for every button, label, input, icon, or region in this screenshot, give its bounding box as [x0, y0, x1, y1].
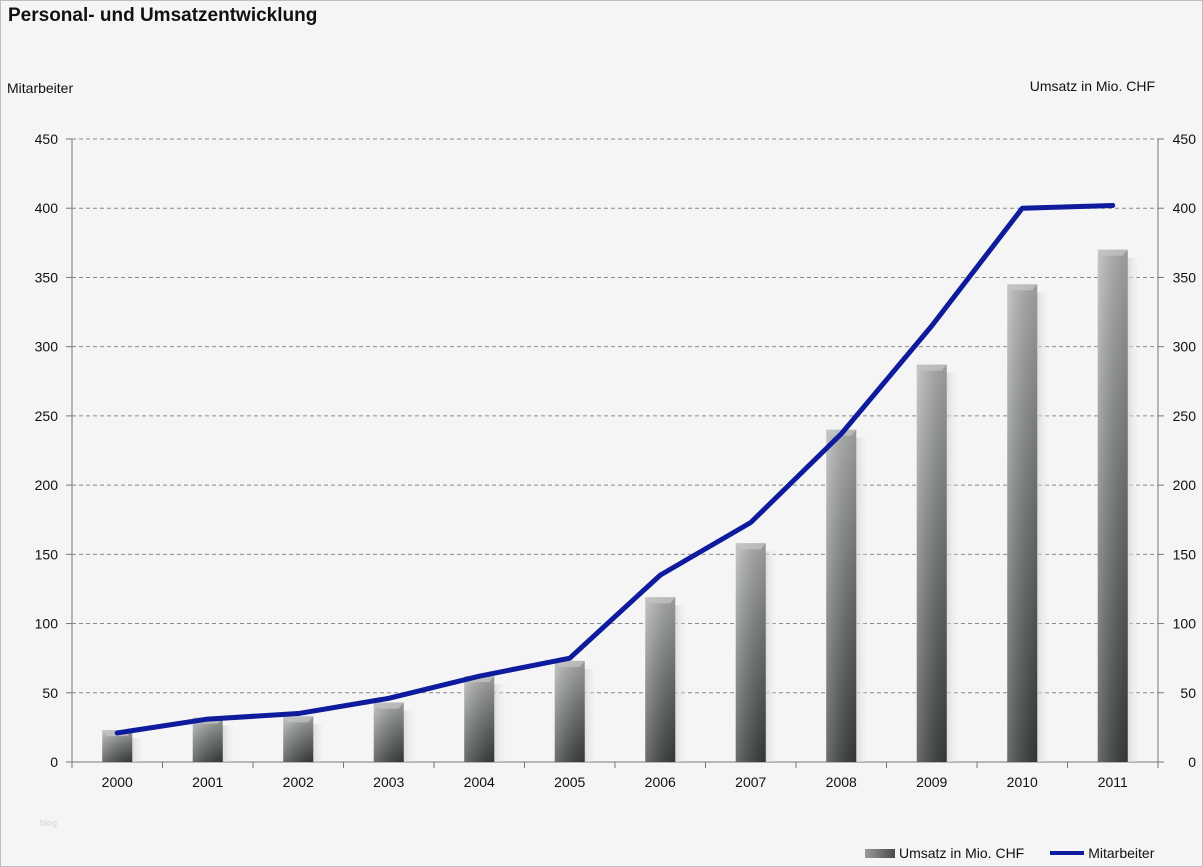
x-tick-label: 2000 — [102, 774, 133, 790]
bar-bevel — [1007, 284, 1038, 762]
watermark: blog — [40, 818, 58, 828]
bar-cap — [1097, 249, 1128, 256]
left-tick-label: 450 — [35, 131, 59, 147]
x-tick-label: 2002 — [283, 774, 314, 790]
bar-bevel — [192, 717, 223, 762]
right-tick-label: 200 — [1173, 477, 1197, 493]
bar-bevel — [916, 364, 947, 762]
bar-cap — [916, 364, 947, 371]
bar-bevel — [735, 543, 766, 762]
axes — [66, 138, 1164, 768]
left-tick-label: 300 — [35, 339, 59, 355]
line-series — [114, 202, 1116, 736]
tick-labels: 0 0 50 50 100 100 150 150 200 200 250 250 300 300 350 3… — [35, 131, 1197, 790]
x-tick-label: 2003 — [373, 774, 404, 790]
right-tick-label: 0 — [1188, 754, 1196, 770]
x-tick-label: 2006 — [645, 774, 676, 790]
mitarbeiter-line — [114, 202, 1116, 736]
bar-bevel — [554, 660, 585, 762]
x-tick-label: 2005 — [554, 774, 585, 790]
bar-bevel — [464, 676, 495, 762]
legend-line-swatch — [1050, 851, 1085, 855]
bar-cap — [554, 660, 585, 667]
legend-bar-swatch — [865, 848, 895, 858]
x-tick-label: 2009 — [916, 774, 947, 790]
bar-cap — [735, 543, 766, 550]
right-tick-label: 300 — [1173, 339, 1197, 355]
left-axis-label: Mitarbeiter — [7, 80, 74, 96]
left-tick-label: 350 — [35, 269, 59, 285]
left-tick-label: 150 — [35, 546, 59, 562]
bar-series — [102, 249, 1138, 762]
right-tick-label: 50 — [1180, 685, 1196, 701]
bar-bevel — [645, 597, 676, 762]
bar-bevel — [1097, 249, 1128, 762]
left-tick-label: 200 — [35, 477, 59, 493]
left-tick-label: 50 — [42, 685, 58, 701]
right-tick-label: 150 — [1173, 546, 1197, 562]
chart-title: Personal- und Umsatzentwicklung — [8, 5, 318, 26]
legend-bar-label: Umsatz in Mio. CHF — [899, 845, 1025, 861]
right-axis-label: Umsatz in Mio. CHF — [1029, 78, 1155, 94]
x-tick-label: 2011 — [1098, 774, 1128, 790]
legend: Umsatz in Mio. CHF Mitarbeiter — [865, 843, 1154, 863]
left-tick-label: 400 — [35, 200, 59, 216]
x-tick-label: 2004 — [464, 774, 495, 790]
right-tick-label: 350 — [1173, 269, 1197, 285]
bar-cap — [373, 702, 404, 709]
x-tick-label: 2008 — [826, 774, 857, 790]
bar-bevel — [373, 702, 404, 762]
x-tick-label: 2001 — [192, 774, 223, 790]
legend-line-label: Mitarbeiter — [1088, 845, 1155, 861]
right-tick-label: 400 — [1173, 200, 1197, 216]
x-tick-label: 2007 — [735, 774, 766, 790]
left-tick-label: 0 — [50, 754, 58, 770]
right-tick-label: 250 — [1173, 408, 1197, 424]
grid-lines — [72, 138, 1158, 694]
bar-cap — [1007, 284, 1038, 291]
right-tick-label: 100 — [1173, 616, 1197, 632]
left-tick-label: 250 — [35, 408, 59, 424]
bar-bevel — [283, 716, 314, 762]
bar-cap — [645, 597, 676, 604]
left-tick-label: 100 — [35, 616, 59, 632]
bar-cap — [283, 716, 314, 723]
x-tick-label: 2010 — [1007, 774, 1038, 790]
bar-bevel — [826, 429, 857, 762]
right-tick-label: 450 — [1173, 131, 1197, 147]
